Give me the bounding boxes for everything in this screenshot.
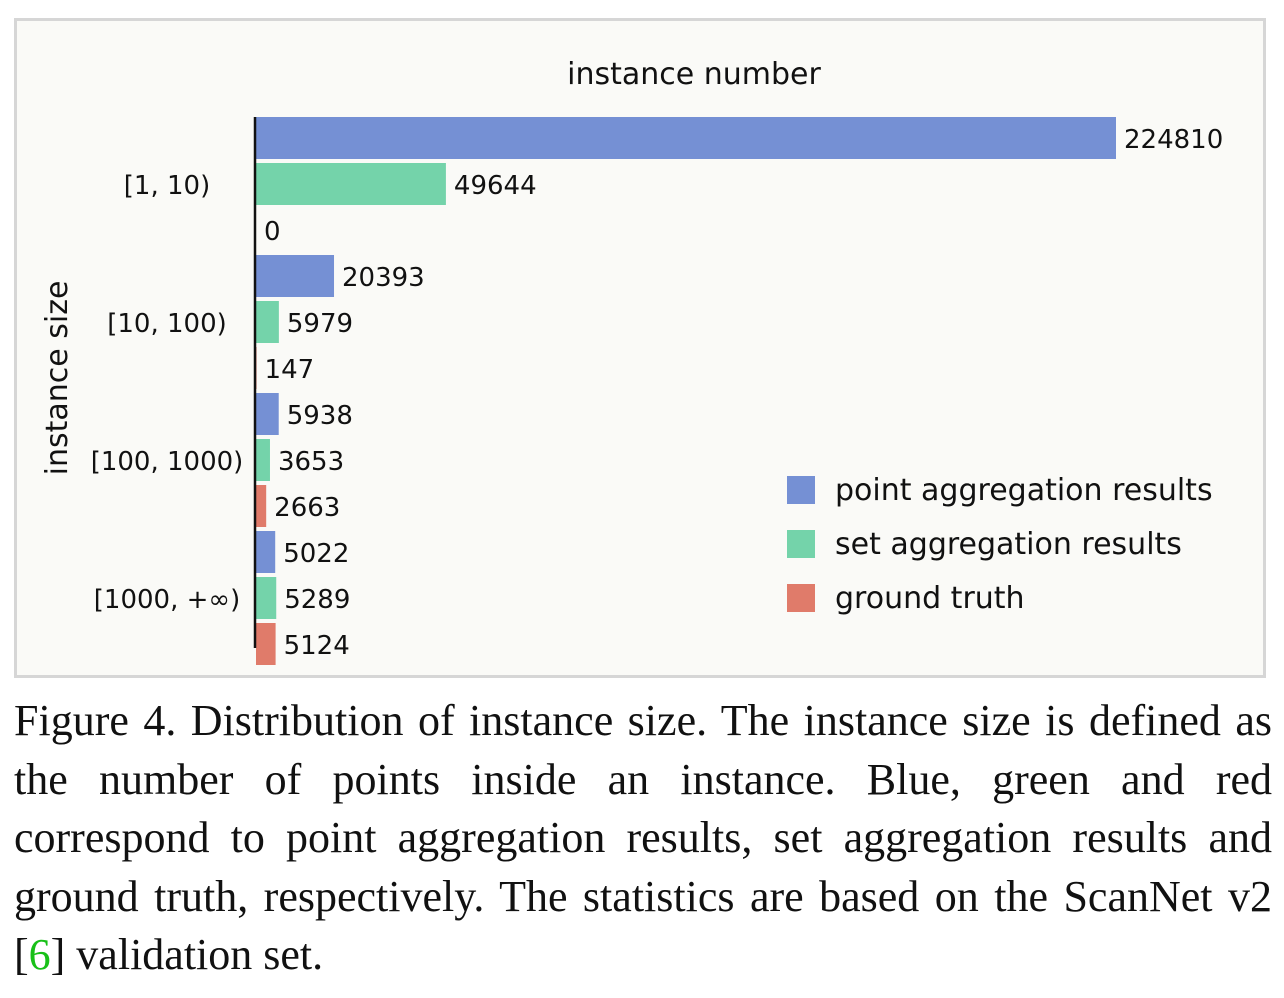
figure-caption: Figure 4. Distribution of instance size.… (14, 692, 1272, 985)
category-label-3: [100, 1000) (91, 447, 244, 477)
category-label-1: [1, 10) (124, 171, 210, 201)
value-label-set-aggregation-results-4: 5289 (284, 585, 350, 615)
chart-panel: instance number instance size 224810 4964… (14, 18, 1266, 678)
bar-set-aggregation-results-4 (256, 577, 277, 619)
category-labels-group: [1, 10) [10, 100) [100, 1000) [1000, +∞) (91, 171, 244, 615)
value-label-point-aggregation-results-1: 224810 (1124, 125, 1223, 155)
bar-set-aggregation-results-3 (256, 439, 270, 481)
value-label-set-aggregation-results-1: 49644 (454, 171, 537, 201)
bar-point-aggregation-results-3 (256, 393, 279, 435)
value-label-ground-truth-2: 147 (265, 355, 315, 385)
category-label-2: [10, 100) (107, 309, 227, 339)
value-label-set-aggregation-results-2: 5979 (287, 309, 353, 339)
bar-point-aggregation-results-2 (256, 255, 335, 297)
bar-set-aggregation-results-1 (256, 163, 446, 205)
category-label-4: [1000, +∞) (94, 585, 240, 615)
caption-text: Figure 4. Distribution of instance size.… (14, 696, 1272, 979)
bar-point-aggregation-results-4 (256, 531, 276, 573)
legend-swatch-point-aggregation-results (787, 476, 815, 504)
bar-ground-truth-4 (256, 623, 276, 665)
citation-link[interactable]: 6 (28, 930, 51, 979)
value-label-ground-truth-4: 5124 (284, 631, 350, 661)
value-label-point-aggregation-results-2: 20393 (342, 263, 425, 293)
value-label-point-aggregation-results-3: 5938 (287, 401, 353, 431)
chart-title: instance number (567, 57, 821, 92)
caption-text-end: ] validation set. (50, 930, 324, 979)
value-labels-group: 224810 49644 0 20393 5979 147 5938 3653 2663 5022… (264, 125, 1223, 661)
bar-point-aggregation-results-1 (256, 117, 1116, 159)
bar-ground-truth-2 (256, 347, 257, 389)
legend-swatch-ground-truth (787, 584, 815, 612)
bars-group (256, 117, 1116, 665)
legend: point aggregation results set aggregation… (787, 473, 1213, 616)
value-label-point-aggregation-results-4: 5022 (283, 539, 349, 569)
bar-ground-truth-3 (256, 485, 267, 527)
y-axis-label: instance size (40, 281, 75, 476)
legend-swatch-set-aggregation-results (787, 530, 815, 558)
value-label-ground-truth-3: 2663 (274, 493, 340, 523)
legend-label-set-aggregation-results: set aggregation results (835, 527, 1182, 562)
legend-label-ground-truth: ground truth (835, 581, 1025, 616)
legend-label-point-aggregation-results: point aggregation results (835, 473, 1213, 508)
value-label-set-aggregation-results-3: 3653 (278, 447, 344, 477)
value-label-ground-truth-1: 0 (264, 217, 281, 247)
bar-set-aggregation-results-2 (256, 301, 279, 343)
bar-chart: instance number instance size 224810 4964… (40, 57, 1223, 665)
